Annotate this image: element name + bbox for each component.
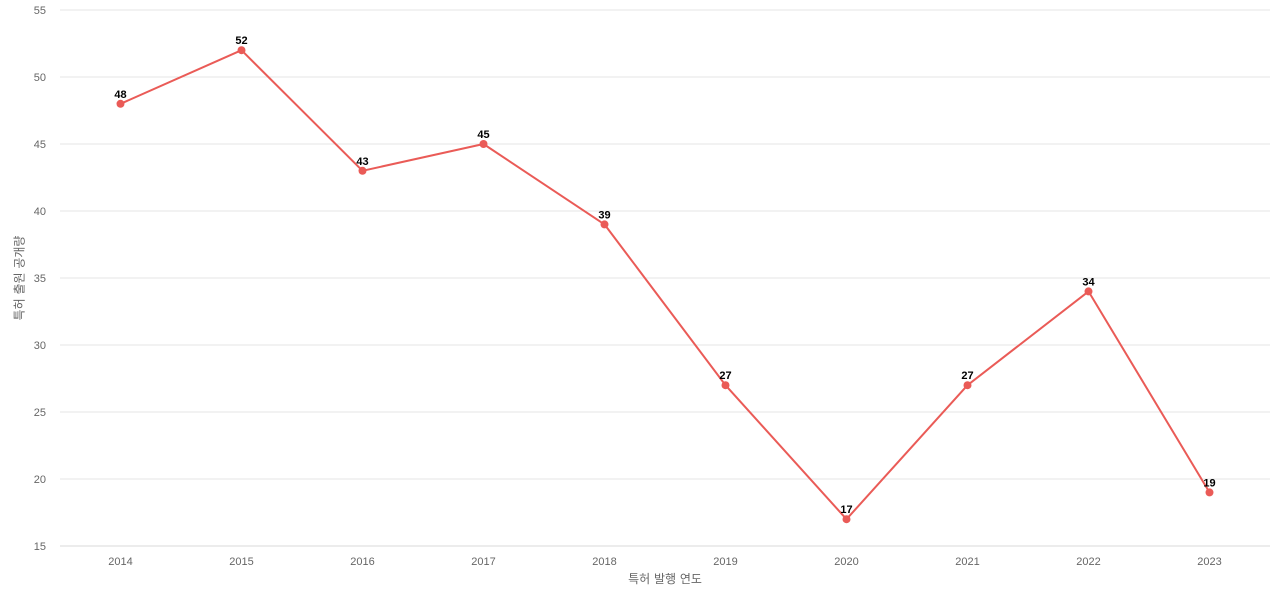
y-tick-label: 20 — [34, 474, 46, 486]
x-tick-label: 2019 — [713, 556, 737, 568]
y-tick-label: 40 — [34, 206, 46, 218]
data-point[interactable] — [1205, 488, 1214, 497]
series-group: 48 52 43 45 39 27 17 27 34 19 — [114, 35, 1216, 524]
x-axis-ticks: 2014 2015 2016 2017 2018 2019 2020 2021 2022 2023 — [108, 556, 1221, 568]
data-point[interactable] — [721, 381, 730, 390]
x-tick-label: 2021 — [955, 556, 979, 568]
data-label: 27 — [961, 370, 973, 382]
data-label: 17 — [840, 504, 852, 516]
series-line — [120, 49, 1211, 521]
data-point[interactable] — [963, 381, 972, 390]
y-tick-label: 25 — [34, 407, 46, 419]
x-tick-label: 2015 — [229, 556, 253, 568]
x-tick-label: 2016 — [350, 556, 374, 568]
data-point[interactable] — [237, 46, 246, 55]
y-tick-label: 30 — [34, 340, 46, 352]
x-axis-title: 특허 발행 연도 — [628, 571, 702, 586]
data-label: 48 — [114, 89, 126, 101]
y-tick-label: 35 — [34, 273, 46, 285]
x-tick-label: 2018 — [592, 556, 616, 568]
y-tick-label: 45 — [34, 139, 46, 151]
x-tick-label: 2014 — [108, 556, 132, 568]
data-point[interactable] — [600, 220, 609, 229]
x-tick-label: 2017 — [471, 556, 495, 568]
data-label: 34 — [1082, 276, 1095, 288]
data-label: 39 — [598, 209, 610, 221]
data-label: 45 — [477, 129, 489, 141]
y-tick-label: 55 — [34, 5, 46, 17]
y-axis-title: 특허 출원 공개량 — [13, 236, 27, 321]
grid-lines — [60, 9, 1270, 480]
data-label: 52 — [235, 35, 247, 47]
data-label: 19 — [1203, 477, 1215, 489]
y-tick-label: 15 — [34, 541, 46, 553]
y-axis-ticks: 15 20 25 30 35 40 45 50 55 — [34, 5, 46, 553]
y-tick-label: 50 — [34, 72, 46, 84]
data-point[interactable] — [358, 166, 367, 175]
data-point[interactable] — [479, 140, 488, 148]
data-point[interactable] — [116, 99, 125, 108]
data-label: 27 — [719, 370, 731, 382]
data-point[interactable] — [842, 515, 851, 524]
data-point[interactable] — [1084, 287, 1093, 296]
x-tick-label: 2023 — [1197, 556, 1221, 568]
x-tick-label: 2022 — [1076, 556, 1100, 568]
data-label: 43 — [356, 156, 368, 168]
x-tick-label: 2020 — [834, 556, 858, 568]
